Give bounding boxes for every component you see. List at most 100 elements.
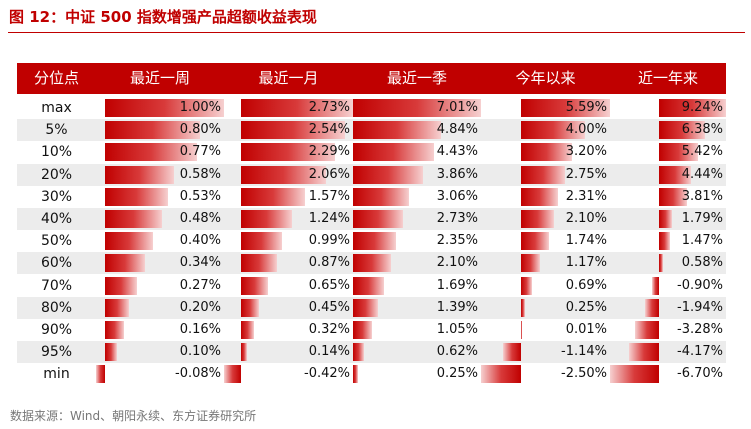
data-bar bbox=[241, 298, 260, 317]
value-cell: -3.28% bbox=[610, 319, 726, 341]
value-cell: 1.24% bbox=[224, 208, 353, 230]
header-month: 最近一月 bbox=[258, 69, 319, 87]
value-text: 0.01% bbox=[565, 322, 607, 337]
value-text: 2.75% bbox=[565, 166, 607, 182]
value-cell: 2.75% bbox=[481, 164, 610, 186]
value-cell: 1.79% bbox=[610, 208, 726, 230]
data-bar bbox=[502, 343, 521, 362]
value-cell: 2.29% bbox=[224, 141, 353, 163]
table-row: min -0.08% -0.42% 0.25% -2.50% -6.70% bbox=[17, 363, 726, 385]
value-text: 3.86% bbox=[436, 166, 478, 182]
excess-return-table: 分位点 最近一周 最近一月 最近一季 今年以来 近一年来 max 1.00% 2.73% 7.0… bbox=[17, 63, 726, 384]
value-cell: 2.06% bbox=[224, 164, 353, 186]
header-year: 近一年来 bbox=[637, 69, 698, 87]
value-cell: -1.14% bbox=[481, 341, 610, 363]
value-text: -4.17% bbox=[677, 344, 723, 360]
value-text: 0.40% bbox=[179, 233, 221, 249]
data-bar bbox=[353, 321, 373, 339]
data-bar bbox=[521, 187, 558, 206]
value-text: 0.16% bbox=[179, 322, 221, 337]
value-cell: 4.00% bbox=[481, 119, 610, 141]
table-row: 30% 0.53% 1.57% 3.06% 2.31% 3.81% bbox=[17, 186, 726, 208]
data-bar bbox=[105, 254, 146, 273]
row-label: 30% bbox=[40, 188, 73, 205]
value-cell: 0.62% bbox=[353, 341, 481, 363]
value-cell: 3.06% bbox=[353, 186, 481, 208]
value-text: 1.00% bbox=[179, 100, 221, 115]
value-text: -1.94% bbox=[677, 299, 723, 315]
value-text: 1.39% bbox=[436, 299, 478, 315]
row-label: 10% bbox=[40, 144, 73, 161]
data-bar bbox=[105, 187, 169, 206]
value-text: 9.24% bbox=[681, 100, 723, 115]
data-bar bbox=[241, 254, 277, 273]
data-bar bbox=[659, 232, 670, 251]
row-label: 50% bbox=[40, 233, 73, 250]
table-header-row: 分位点 最近一周 最近一月 最近一季 今年以来 近一年来 bbox=[17, 63, 726, 94]
table-row: 10% 0.77% 2.29% 4.43% 3.20% 5.42% bbox=[17, 141, 726, 163]
value-text: 3.06% bbox=[436, 188, 478, 204]
value-cell: 5.42% bbox=[610, 141, 726, 163]
row-label: 60% bbox=[40, 255, 73, 272]
value-text: 4.44% bbox=[681, 166, 723, 182]
value-cell: 1.57% bbox=[224, 186, 353, 208]
value-text: -2.50% bbox=[561, 366, 607, 382]
value-text: 1.57% bbox=[308, 188, 350, 204]
value-text: 1.47% bbox=[681, 233, 723, 249]
data-bar bbox=[353, 365, 358, 384]
value-text: 1.69% bbox=[436, 277, 478, 293]
data-bar bbox=[241, 232, 282, 251]
value-text: 0.69% bbox=[565, 277, 607, 293]
data-bar bbox=[521, 254, 540, 273]
header-ytd: 今年以来 bbox=[515, 69, 576, 87]
value-cell: 0.25% bbox=[481, 297, 610, 319]
value-text: 2.35% bbox=[436, 233, 478, 249]
table-row: 60% 0.34% 0.87% 2.10% 1.17% 0.58% bbox=[17, 252, 726, 275]
table-row: 95% 0.10% 0.14% 0.62% -1.14% -4.17% bbox=[17, 341, 726, 364]
data-bar bbox=[96, 365, 105, 384]
data-bar bbox=[241, 121, 346, 140]
value-cell: 0.69% bbox=[481, 275, 610, 297]
value-cell: 0.48% bbox=[96, 208, 224, 230]
value-text: 0.25% bbox=[436, 366, 478, 382]
source-note: 数据来源：Wind、朝阳永续、东方证券研究所 bbox=[10, 409, 257, 423]
data-bar bbox=[241, 165, 326, 184]
value-cell: 0.87% bbox=[224, 252, 353, 274]
value-cell: 0.34% bbox=[96, 252, 224, 274]
data-bar bbox=[521, 143, 572, 162]
value-cell: 2.10% bbox=[481, 208, 610, 230]
value-text: 1.79% bbox=[681, 211, 723, 226]
value-cell: -6.70% bbox=[610, 363, 726, 385]
value-text: -3.28% bbox=[677, 322, 723, 337]
value-text: 0.45% bbox=[308, 299, 350, 315]
table-row: max 1.00% 2.73% 7.01% 5.59% 9.24% bbox=[17, 97, 726, 119]
data-bar bbox=[353, 143, 434, 162]
data-bar bbox=[224, 365, 241, 384]
value-cell: -0.08% bbox=[96, 363, 224, 385]
value-cell: 2.10% bbox=[353, 252, 481, 274]
data-bar bbox=[353, 187, 409, 206]
value-text: 1.05% bbox=[436, 322, 478, 337]
data-bar bbox=[644, 298, 659, 317]
data-bar bbox=[241, 210, 292, 228]
data-bar bbox=[241, 321, 255, 339]
data-bar bbox=[241, 343, 247, 362]
value-text: 0.53% bbox=[179, 188, 221, 204]
data-bar bbox=[353, 121, 442, 140]
value-text: 2.29% bbox=[308, 144, 350, 160]
value-cell: 2.35% bbox=[353, 230, 481, 252]
value-text: 0.87% bbox=[308, 255, 350, 271]
value-cell: 0.10% bbox=[96, 341, 224, 363]
value-text: 0.77% bbox=[179, 144, 221, 160]
value-text: 0.20% bbox=[179, 299, 221, 315]
data-bar bbox=[105, 165, 175, 184]
data-bar bbox=[521, 232, 549, 251]
value-cell: -2.50% bbox=[481, 363, 610, 385]
value-cell: 0.27% bbox=[96, 275, 224, 297]
table-row: 90% 0.16% 0.32% 1.05% 0.01% -3.28% bbox=[17, 319, 726, 341]
value-cell: 1.17% bbox=[481, 252, 610, 274]
data-bar bbox=[105, 276, 138, 295]
row-label: 95% bbox=[40, 344, 73, 361]
value-cell: 0.58% bbox=[610, 252, 726, 274]
value-text: 4.84% bbox=[436, 122, 478, 138]
